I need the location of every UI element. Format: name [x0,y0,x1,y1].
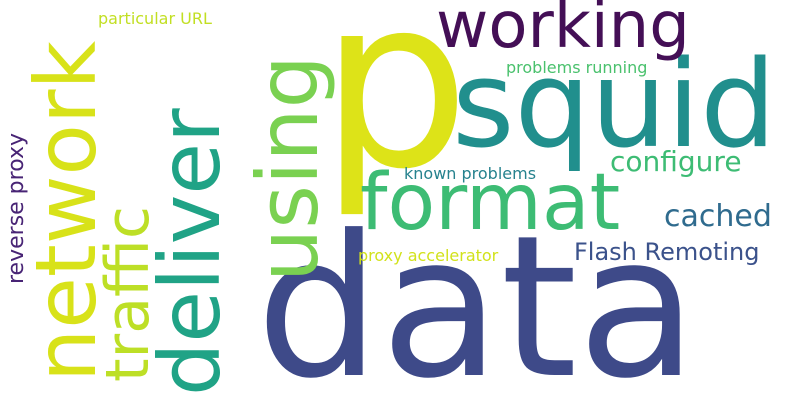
word-squid: squid [452,36,777,175]
word-known-problems: known problems [404,164,537,183]
word-proxy-accelerator: proxy accelerator [358,246,499,265]
word-flash-remoting: Flash Remoting [574,238,760,266]
word-p: p [320,0,470,221]
word-using: using [239,55,337,282]
word-cached: cached [664,199,772,234]
word-data: data [256,194,698,400]
word-format: format [360,158,621,248]
word-problems-running: problems running [506,58,648,77]
word-configure: configure [610,145,742,178]
word-particular-url: particular URL [98,9,212,28]
word-traffic: traffic [93,206,163,382]
word-reverse-proxy: reverse proxy [4,132,29,284]
word-working: working [436,0,690,63]
